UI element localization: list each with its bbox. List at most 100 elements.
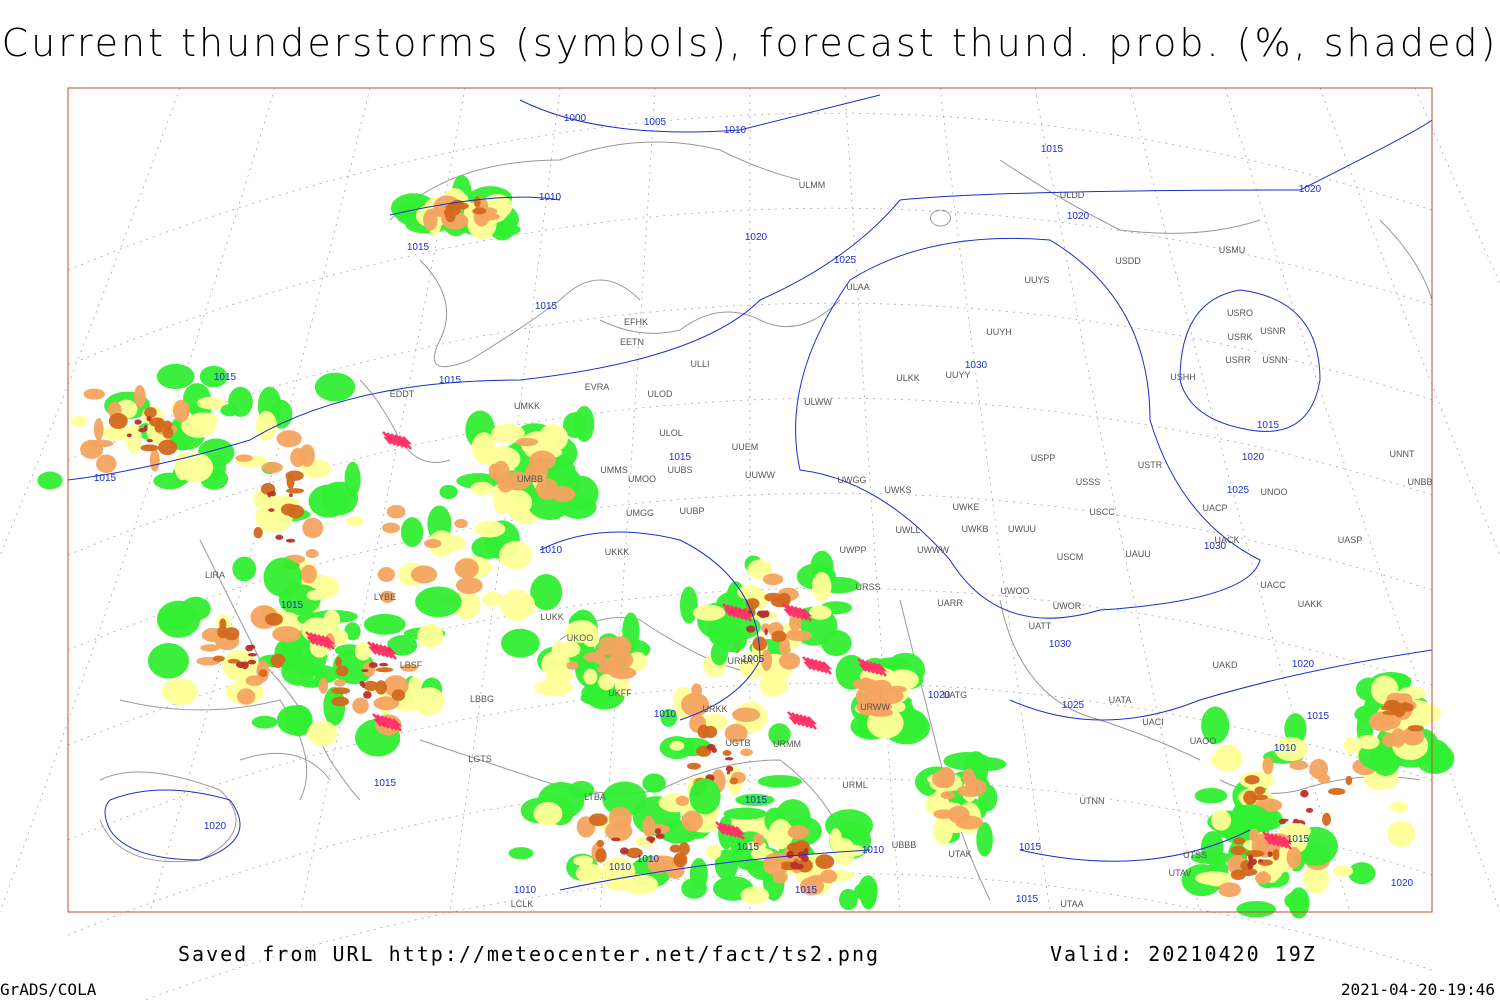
station-label: UUBP — [679, 506, 704, 516]
prob-shade — [678, 842, 690, 856]
isobar-label: 1020 — [1242, 452, 1265, 463]
prob-shade — [245, 644, 254, 652]
prob-shade — [354, 641, 372, 661]
prob-shade — [70, 415, 88, 427]
map-labels: 1000 1005 1010 1010 1015 1015 1015 1015 1015 1015… — [94, 113, 1433, 909]
isobar-label: 1020 — [204, 821, 227, 832]
prob-shade — [497, 476, 514, 493]
prob-shade — [323, 686, 346, 726]
storm-symbol — [738, 607, 749, 621]
coastline — [999, 599, 1201, 761]
prob-shade — [415, 586, 462, 618]
coastline — [599, 299, 841, 334]
prob-shade — [839, 888, 858, 911]
station-label: USCC — [1089, 507, 1115, 517]
isobar-label: 1015 — [374, 778, 397, 789]
parallel — [143, 872, 1433, 1000]
prob-shade — [724, 757, 734, 761]
isobar — [795, 237, 1261, 619]
prob-shade — [655, 833, 665, 839]
prob-shade — [93, 417, 104, 441]
station-label: UWUU — [1008, 524, 1036, 534]
station-label: UTAV — [1169, 868, 1192, 878]
isobar-label: 1010 — [539, 192, 562, 203]
prob-shade — [580, 690, 609, 705]
prob-shade — [1345, 775, 1353, 786]
station-label: UWLL — [895, 525, 920, 535]
station-label: UNNT — [1390, 449, 1415, 459]
isobar-label: 1015 — [94, 473, 117, 484]
isobar-label: 1005 — [742, 654, 765, 665]
isobar-label: 1020 — [1292, 659, 1315, 670]
prob-shade — [331, 696, 350, 707]
station-label: EFHK — [624, 317, 648, 327]
prob-shade — [1305, 807, 1314, 813]
station-label: UASP — [1338, 535, 1363, 545]
prob-shade — [86, 439, 114, 448]
prob-shade — [391, 689, 406, 702]
prob-shade — [1244, 774, 1260, 785]
prob-shade — [455, 577, 483, 594]
prob-shade — [739, 652, 764, 679]
station-label: UUYY — [945, 370, 970, 380]
prob-shade — [573, 855, 594, 867]
prob-shade — [223, 627, 240, 641]
prob-shade — [703, 725, 718, 739]
prob-shade — [871, 679, 892, 693]
station-label: UATT — [1029, 621, 1052, 631]
prob-shade — [499, 541, 533, 570]
station-label: USMU — [1219, 245, 1246, 255]
isobars — [67, 94, 1433, 891]
storm-symbol — [742, 608, 753, 622]
prob-shade — [790, 861, 799, 869]
station-label: EVRA — [585, 382, 610, 392]
prob-shade — [718, 628, 747, 653]
prob-shade — [626, 847, 643, 859]
prob-shade — [747, 559, 773, 580]
prob-shade — [314, 372, 356, 402]
isobar-label: 1015 — [439, 375, 462, 386]
prob-shade — [200, 644, 220, 652]
storm-symbol — [723, 823, 734, 837]
prob-shade — [1211, 809, 1232, 831]
parallel — [67, 397, 1433, 556]
prob-shade — [503, 489, 533, 516]
prob-shade — [595, 848, 607, 863]
prob-shade — [1245, 850, 1265, 858]
storm-symbol — [398, 435, 409, 449]
storm-symbol — [325, 636, 336, 650]
storm-symbol — [367, 641, 378, 655]
isobar-label: 1020 — [928, 690, 951, 701]
prob-shade — [535, 478, 559, 500]
prob-shade — [1309, 758, 1329, 780]
prob-shade — [410, 565, 438, 584]
station-label: UTAA — [1060, 899, 1083, 909]
storm-symbol — [799, 714, 810, 728]
station-label: UWKE — [953, 502, 980, 512]
prob-shade — [134, 419, 142, 425]
prob-shade — [272, 626, 301, 643]
prob-shade — [681, 810, 703, 832]
prob-shade — [598, 673, 615, 691]
prob-shade — [1272, 848, 1280, 861]
storm-symbol — [731, 825, 742, 839]
prob-shade — [669, 740, 685, 751]
prob-shade — [473, 207, 487, 215]
prob-shade — [1388, 699, 1400, 713]
prob-shade — [654, 828, 662, 835]
prob-shade — [530, 573, 563, 611]
isobar-label: 1030 — [1049, 639, 1072, 650]
isobar-label: 1015 — [795, 885, 818, 896]
prob-shade — [267, 491, 272, 498]
prob-shade — [1411, 700, 1432, 727]
station-label: UATG — [943, 690, 967, 700]
storm-symbol — [865, 660, 876, 674]
prob-shade — [752, 636, 768, 651]
coastline — [389, 141, 801, 221]
station-label: LTBA — [584, 792, 606, 802]
isobar — [1179, 289, 1321, 432]
prob-shade — [482, 591, 503, 607]
isobar-label: 1010 — [724, 125, 747, 136]
meridian — [844, 87, 901, 913]
prob-shade — [439, 484, 458, 500]
